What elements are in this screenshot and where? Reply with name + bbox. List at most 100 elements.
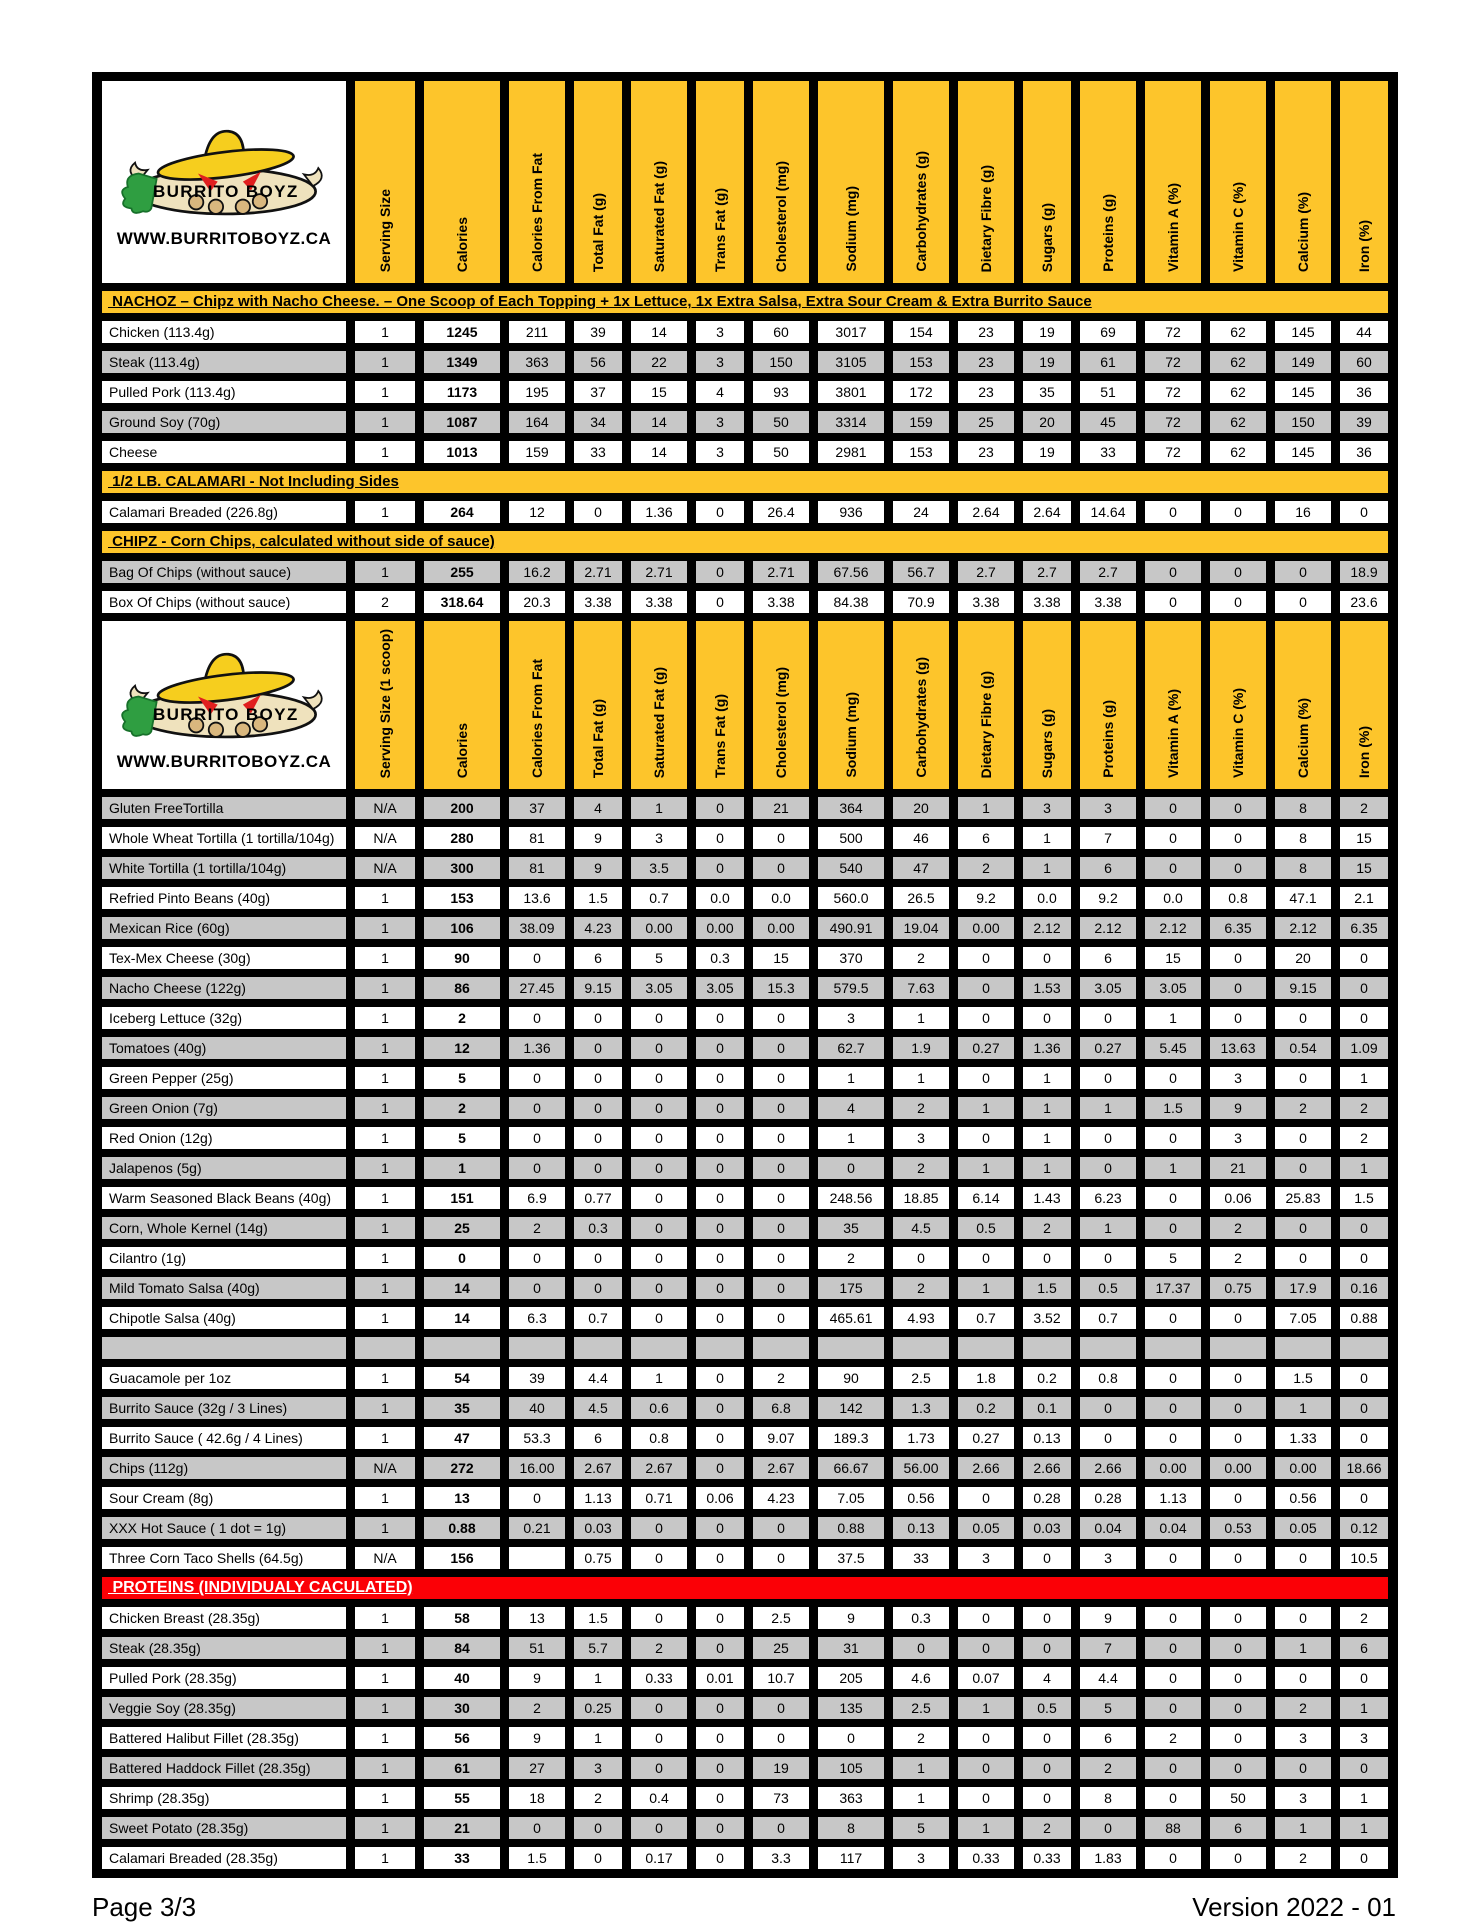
cell-value: 1: [353, 1275, 417, 1301]
cell-value: 16.2: [507, 559, 567, 585]
cell-value: 1: [1021, 1155, 1073, 1181]
table-row: Veggie Soy (28.35g) 1 30 2 0.25 0 0 0 135 2.5 1 0.5…: [100, 1695, 1390, 1721]
cell-value: 0: [956, 1635, 1016, 1661]
cell-value: 34: [572, 409, 624, 435]
cell-value: 0.8: [1078, 1365, 1138, 1391]
column-header: Iron (%): [1338, 619, 1390, 791]
cell-value: 50: [1208, 1785, 1268, 1811]
cell-value: 20: [1021, 409, 1073, 435]
cell-value: 3.38: [1078, 589, 1138, 615]
cell-value: 1: [353, 1125, 417, 1151]
cell-value: 3.05: [694, 975, 746, 1001]
cell-value: 3: [816, 1005, 886, 1031]
cell-value: 35: [422, 1395, 502, 1421]
cell-value: 21: [751, 795, 811, 821]
cell-value: 0.53: [1208, 1515, 1268, 1541]
cell-value: 8: [816, 1815, 886, 1841]
cell-value: 0: [751, 1545, 811, 1571]
cell-value: 2: [891, 1155, 951, 1181]
cell-value: 23: [956, 439, 1016, 465]
cell-value: 0.25: [572, 1695, 624, 1721]
row-label: Chips (112g): [100, 1455, 348, 1481]
cell-value: 0: [1078, 1395, 1138, 1421]
row-label: Gluten FreeTortilla: [100, 795, 348, 821]
cell-value: 3314: [816, 409, 886, 435]
cell-value: 50: [751, 439, 811, 465]
cell-value: 0.4: [629, 1785, 689, 1811]
column-header: Vitamin C (%): [1208, 619, 1268, 791]
cell-value: 1.5: [1338, 1185, 1390, 1211]
cell-value: 1173: [422, 379, 502, 405]
cell-value: 0: [1338, 1365, 1390, 1391]
cell-value: 2: [1143, 1725, 1203, 1751]
cell-value: 0: [629, 1755, 689, 1781]
cell-value: 0: [507, 1095, 567, 1121]
cell-value: 25.83: [1273, 1185, 1333, 1211]
table-row: Ground Soy (70g) 1 1087 164 34 14 3 50 3314 159 25…: [100, 409, 1390, 435]
cell-value: 1.43: [1021, 1185, 1073, 1211]
cell-value: 3.05: [1078, 975, 1138, 1001]
cell-value: 3: [1208, 1065, 1268, 1091]
logo-url: WWW.BURRITOBOYZ.CA: [116, 751, 332, 771]
burrito-boyz-logo-icon: BURRITO BOYZ: [121, 129, 323, 215]
cell-value: 0: [507, 945, 567, 971]
cell-value: 5.7: [572, 1635, 624, 1661]
cell-value: 0.28: [1078, 1485, 1138, 1511]
cell-value: 0: [1143, 1755, 1203, 1781]
cell-value: 2: [353, 589, 417, 615]
cell-value: 3.05: [1143, 975, 1203, 1001]
cell-value: 3: [1078, 795, 1138, 821]
cell-value: 0: [1273, 1215, 1333, 1241]
cell-value: 1: [1021, 1065, 1073, 1091]
cell-value: 1349: [422, 349, 502, 375]
cell-value: 2.67: [572, 1455, 624, 1481]
cell-value: 0: [1021, 1605, 1073, 1631]
column-header: Sugars (g): [1021, 79, 1073, 285]
column-header: Calories: [422, 619, 502, 791]
cell-value: 18: [507, 1785, 567, 1811]
column-header: Total Fat (g): [572, 79, 624, 285]
cell-value: 40: [422, 1665, 502, 1691]
cell-value: 153: [422, 885, 502, 911]
cell-value: 1: [629, 795, 689, 821]
cell-value: 0: [694, 825, 746, 851]
section-banner-row: PROTEINS (INDIVIDUALY CACULATED): [100, 1575, 1390, 1601]
cell-value: 1.5: [1143, 1095, 1203, 1121]
cell-value: 9: [507, 1665, 567, 1691]
row-label: XXX Hot Sauce ( 1 dot = 1g): [100, 1515, 348, 1541]
cell-value: 195: [507, 379, 567, 405]
cell-value: 0.7: [956, 1305, 1016, 1331]
cell-value: 0: [1338, 499, 1390, 525]
cell-value: 25: [751, 1635, 811, 1661]
cell-value: 0: [629, 1095, 689, 1121]
cell-value: 1.53: [1021, 975, 1073, 1001]
cell-value: 1: [1338, 1155, 1390, 1181]
section-banner: PROTEINS (INDIVIDUALY CACULATED): [100, 1575, 1390, 1601]
cell-value: 2: [891, 1725, 951, 1751]
cell-value: 1: [353, 1245, 417, 1271]
cell-value: 1: [353, 1035, 417, 1061]
cell-value: 0: [751, 855, 811, 881]
cell-value: 2981: [816, 439, 886, 465]
cell-value: 1: [1021, 1095, 1073, 1121]
cell-value: 14: [629, 319, 689, 345]
cell-value: 1: [572, 1665, 624, 1691]
cell-value: 1: [422, 1155, 502, 1181]
table-row: Battered Haddock Fillet (28.35g) 1 61 27 3 0 0…: [100, 1755, 1390, 1781]
cell-value: 7.63: [891, 975, 951, 1001]
cell-value: 0: [629, 1005, 689, 1031]
cell-value: 0: [572, 1155, 624, 1181]
cell-value: 0: [1338, 1755, 1390, 1781]
cell-value: 2: [422, 1005, 502, 1031]
cell-value: 465.61: [816, 1305, 886, 1331]
cell-value: 0: [694, 795, 746, 821]
cell-value: 2.64: [1021, 499, 1073, 525]
column-header: Trans Fat (g): [694, 79, 746, 285]
cell-value: 0: [956, 1725, 1016, 1751]
cell-value: 1: [956, 1815, 1016, 1841]
cell-value: 3: [694, 409, 746, 435]
cell-value: 1.3: [891, 1395, 951, 1421]
cell-value: 6: [1078, 1725, 1138, 1751]
cell-value: 0: [751, 1185, 811, 1211]
cell-value: 1: [1338, 1695, 1390, 1721]
